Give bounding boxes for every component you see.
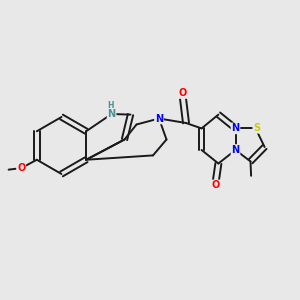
Text: N: N	[107, 109, 116, 119]
Text: O: O	[179, 88, 187, 98]
Text: H: H	[108, 100, 114, 109]
Text: O: O	[212, 180, 220, 190]
Text: O: O	[17, 163, 25, 173]
Text: N: N	[231, 145, 240, 155]
Text: S: S	[253, 123, 260, 133]
Text: N: N	[231, 123, 240, 134]
Text: N: N	[155, 113, 163, 124]
